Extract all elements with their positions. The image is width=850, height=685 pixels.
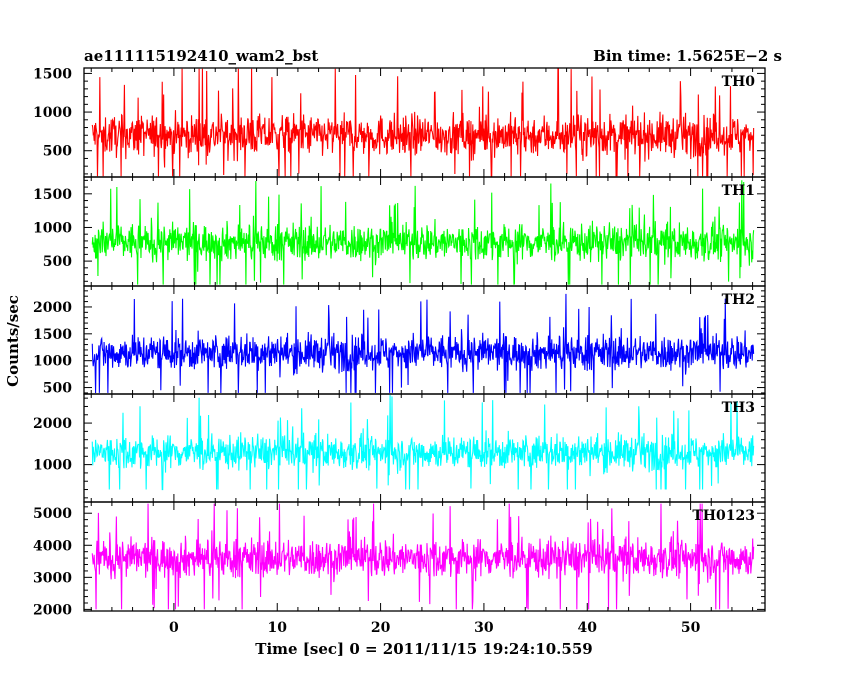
panel-frame	[83, 501, 766, 612]
y-tick-label: 500	[43, 144, 72, 160]
panel-th2: 500 1000 1500 2000 TH2	[33, 285, 766, 397]
bin-time-label: Bin time: 1.5625E−2 s	[593, 47, 782, 65]
y-axis-label: Counts/sec	[4, 295, 22, 387]
y-tick-label: 1500	[33, 187, 72, 203]
x-axis-label: Time [sec] 0 = 2011/11/15 19:24:10.559	[255, 640, 592, 658]
series-th1	[91, 180, 755, 285]
panel-frame	[83, 285, 766, 395]
y-tick-label: 1000	[33, 458, 72, 474]
x-tick-label: 0	[169, 620, 179, 636]
y-tick-label: 500	[43, 381, 72, 397]
y-tick-label: 2000	[33, 602, 72, 618]
y-tick-label: 2000	[33, 416, 72, 432]
x-tick-label: 50	[681, 620, 701, 636]
x-tick-label: 20	[371, 620, 391, 636]
y-tick-label: 4000	[33, 538, 72, 554]
panel-name-th2: TH2	[722, 292, 755, 308]
panels-layer: 500 1000 1500 TH0 500 1000 1500 TH1 500 1000 1500 2…	[33, 66, 766, 618]
panel-th1: 500 1000 1500 TH1	[33, 176, 766, 287]
panel-name-th0: TH0	[722, 74, 756, 90]
x-tick-label: 40	[578, 620, 598, 636]
y-tick-label: 1000	[33, 105, 72, 121]
x-axis: 0 10 20 30 40 50	[169, 620, 701, 636]
panel-name-th0123: TH0123	[692, 508, 755, 524]
panel-name-th3: TH3	[722, 400, 755, 416]
series-th2	[91, 293, 755, 393]
y-tick-label: 1000	[33, 220, 72, 236]
chart-title: ae111115192410_wam2_bst	[84, 47, 318, 65]
panel-th0123: 2000 3000 4000 5000 TH0123	[33, 501, 766, 618]
x-tick-label: 10	[268, 620, 288, 636]
series-th3	[91, 394, 755, 491]
y-tick-label: 1000	[33, 354, 72, 370]
y-tick-label: 1500	[33, 66, 72, 82]
y-tick-label: 5000	[33, 506, 72, 522]
series-th0	[91, 68, 755, 177]
y-tick-label: 2000	[33, 300, 72, 316]
panel-name-th1: TH1	[722, 183, 755, 199]
series-th0123	[91, 503, 755, 610]
y-tick-label: 500	[43, 254, 72, 270]
panel-th0: 500 1000 1500 TH0	[33, 66, 766, 178]
y-tick-label: 3000	[33, 570, 72, 586]
x-tick-label: 30	[474, 620, 494, 636]
y-tick-label: 1500	[33, 327, 72, 343]
panel-th3: 1000 2000 TH3	[33, 393, 766, 503]
